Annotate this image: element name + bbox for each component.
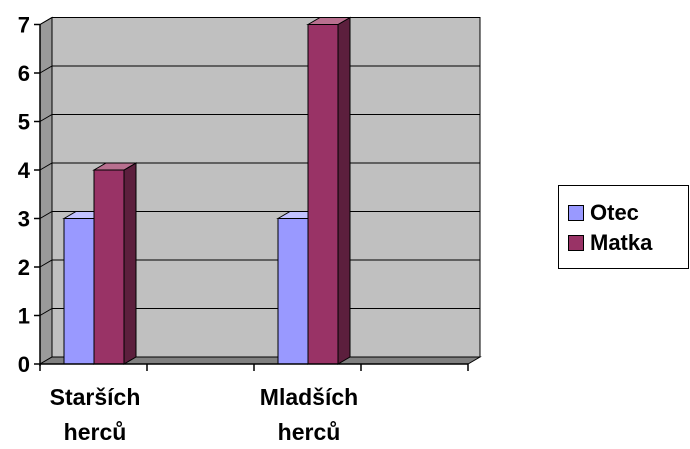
legend-label-otec: Otec [590,200,639,225]
legend-label-matka: Matka [590,230,653,255]
x-axis-category-labels: Starších herců Mladších herců [50,384,359,445]
y-tick-label: 7 [18,13,30,38]
y-axis-tick-labels: 0 1 2 3 4 5 6 7 [18,13,31,378]
y-tick-label: 0 [18,352,30,377]
category-label-1: Mladších herců [260,384,358,445]
y-tick-label: 6 [18,61,30,86]
category-label-0: Starších herců [50,384,141,445]
bars [62,16,352,365]
y-tick-label: 5 [18,110,30,135]
y-tick-label: 1 [18,304,30,329]
axes [34,23,469,371]
legend: Otec Matka [558,185,689,269]
bar-matka-0 [92,162,138,365]
legend-swatch-otec [568,205,584,221]
y-tick-label: 2 [18,255,30,280]
legend-swatch-matka [568,235,584,251]
legend-item-otec: Otec [568,199,639,227]
legend-item-matka: Matka [568,229,652,257]
y-tick-label: 4 [18,158,31,183]
bar-matka-1 [306,16,352,365]
y-tick-label: 3 [18,207,30,232]
